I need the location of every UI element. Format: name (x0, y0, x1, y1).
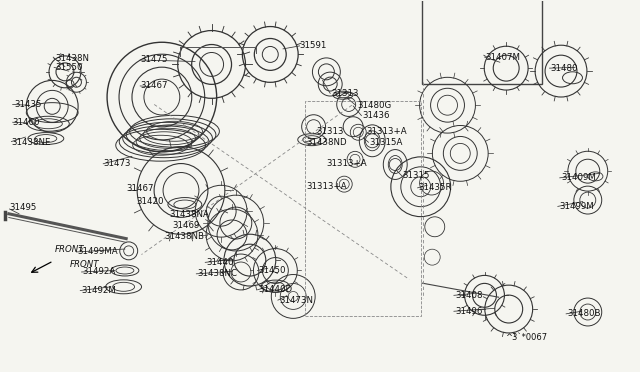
Text: 31438NA: 31438NA (170, 211, 209, 219)
Text: 31315: 31315 (403, 171, 430, 180)
Text: 31469: 31469 (172, 221, 200, 230)
Text: 31313: 31313 (317, 126, 344, 136)
Text: 31313: 31313 (332, 89, 359, 98)
Text: 31496: 31496 (455, 307, 483, 316)
Text: 31550: 31550 (56, 63, 83, 72)
Text: 31440D: 31440D (259, 285, 293, 294)
Text: FRONT: FRONT (70, 260, 100, 269)
Text: 31480: 31480 (551, 64, 579, 73)
Text: 31438ND: 31438ND (306, 138, 347, 147)
Text: 31407M: 31407M (486, 52, 521, 61)
Text: 31315A: 31315A (370, 138, 403, 147)
Text: 31492A: 31492A (83, 267, 116, 276)
Text: 31499M: 31499M (559, 202, 594, 211)
Text: 31435: 31435 (14, 100, 42, 109)
Text: 31435R: 31435R (419, 183, 452, 192)
Text: 31467: 31467 (126, 185, 154, 193)
Text: 31438NE: 31438NE (12, 138, 51, 147)
Text: 31313+A: 31313+A (326, 159, 367, 168)
Text: ^3`*0067: ^3`*0067 (505, 333, 547, 343)
Bar (422, 0, 541, 84)
Text: 31473: 31473 (103, 159, 131, 168)
Text: 31492M: 31492M (81, 286, 116, 295)
Text: FRONT: FRONT (55, 245, 84, 254)
Text: 31499MA: 31499MA (77, 247, 118, 256)
Text: 31460: 31460 (13, 118, 40, 127)
Text: 31591: 31591 (300, 41, 327, 51)
Text: 31450: 31450 (259, 266, 286, 275)
Text: 31438NB: 31438NB (164, 232, 204, 241)
Text: 31495: 31495 (10, 203, 37, 212)
Text: 31409M: 31409M (561, 173, 596, 182)
Text: 31313+A: 31313+A (306, 182, 347, 191)
Bar (305, 101, 420, 317)
Text: 31480G: 31480G (357, 101, 391, 110)
Text: 31438NC: 31438NC (198, 269, 237, 278)
Text: 31473N: 31473N (279, 296, 313, 305)
Text: 31467: 31467 (140, 81, 168, 90)
Text: 31313+A: 31313+A (366, 126, 406, 136)
Text: 31420: 31420 (136, 198, 164, 206)
Text: 31480B: 31480B (568, 310, 601, 318)
Text: 31475: 31475 (140, 55, 168, 64)
Text: 31436: 31436 (363, 111, 390, 120)
Text: 31438N: 31438N (56, 54, 90, 62)
Text: 31408: 31408 (455, 291, 483, 300)
Text: 31440: 31440 (207, 258, 234, 267)
